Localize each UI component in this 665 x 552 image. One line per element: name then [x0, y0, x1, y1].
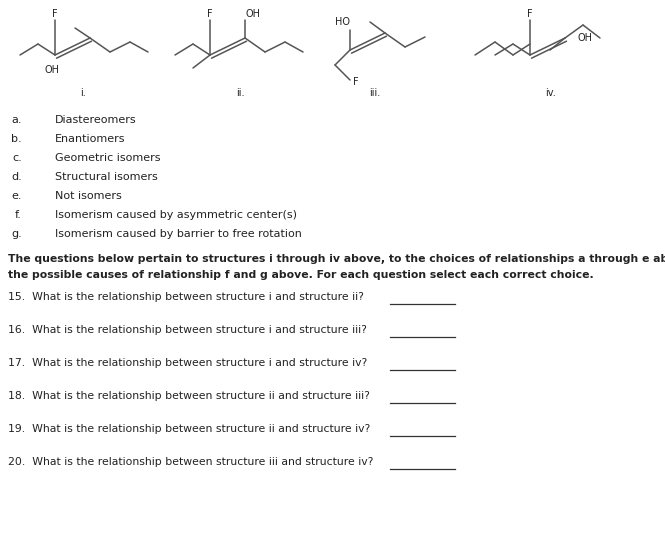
Text: Geometric isomers: Geometric isomers [55, 153, 160, 163]
Text: The questions below pertain to structures i through iv above, to the choices of : The questions below pertain to structure… [8, 254, 665, 264]
Text: e.: e. [11, 191, 22, 201]
Text: b.: b. [11, 134, 22, 144]
Text: 20.  What is the relationship between structure iii and structure iv?: 20. What is the relationship between str… [8, 457, 373, 467]
Text: iv.: iv. [545, 88, 555, 98]
Text: Not isomers: Not isomers [55, 191, 122, 201]
Text: Enantiomers: Enantiomers [55, 134, 126, 144]
Text: a.: a. [11, 115, 22, 125]
Text: the possible causes of relationship f and g above. For each question select each: the possible causes of relationship f an… [8, 270, 594, 280]
Text: 19.  What is the relationship between structure ii and structure iv?: 19. What is the relationship between str… [8, 424, 370, 434]
Text: ii.: ii. [236, 88, 244, 98]
Text: F: F [353, 77, 358, 87]
Text: 18.  What is the relationship between structure ii and structure iii?: 18. What is the relationship between str… [8, 391, 370, 401]
Text: HO: HO [335, 17, 350, 27]
Text: 16.  What is the relationship between structure i and structure iii?: 16. What is the relationship between str… [8, 325, 367, 335]
Text: F: F [52, 9, 58, 19]
Text: iii.: iii. [369, 88, 380, 98]
Text: Isomerism caused by asymmetric center(s): Isomerism caused by asymmetric center(s) [55, 210, 297, 220]
Text: OH: OH [45, 65, 59, 75]
Text: d.: d. [11, 172, 22, 182]
Text: i.: i. [80, 88, 86, 98]
Text: 15.  What is the relationship between structure i and structure ii?: 15. What is the relationship between str… [8, 292, 364, 302]
Text: g.: g. [11, 229, 22, 239]
Text: Diastereomers: Diastereomers [55, 115, 136, 125]
Text: Structural isomers: Structural isomers [55, 172, 158, 182]
Text: OH: OH [577, 33, 592, 43]
Text: 17.  What is the relationship between structure i and structure iv?: 17. What is the relationship between str… [8, 358, 367, 368]
Text: OH: OH [245, 9, 261, 19]
Text: F: F [207, 9, 213, 19]
Text: Isomerism caused by barrier to free rotation: Isomerism caused by barrier to free rota… [55, 229, 302, 239]
Text: f.: f. [15, 210, 22, 220]
Text: F: F [527, 9, 533, 19]
Text: c.: c. [12, 153, 22, 163]
